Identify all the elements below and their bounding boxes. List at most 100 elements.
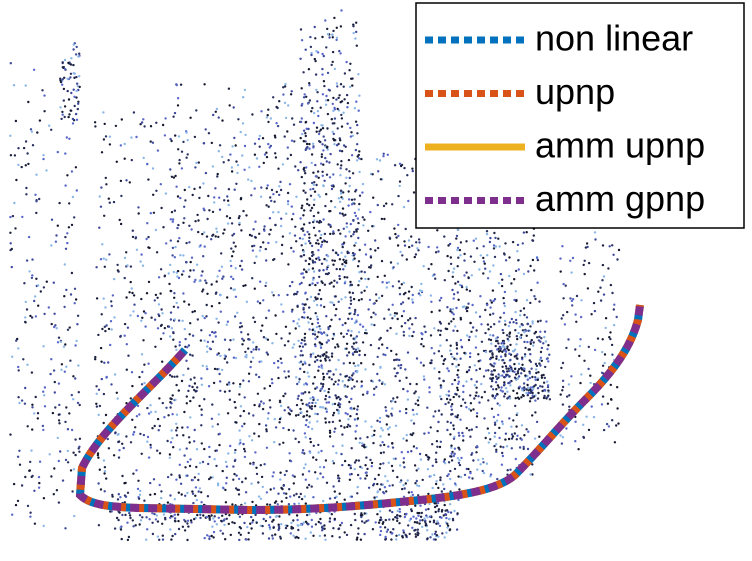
point — [196, 213, 199, 217]
point — [487, 441, 490, 444]
point — [427, 458, 430, 461]
point — [394, 358, 398, 361]
point — [320, 342, 324, 346]
point — [517, 331, 520, 335]
point — [304, 132, 307, 135]
point — [477, 353, 480, 356]
point — [335, 281, 339, 284]
point — [452, 329, 455, 332]
point — [417, 514, 420, 517]
point — [250, 234, 253, 237]
point — [433, 352, 436, 355]
point — [189, 322, 192, 325]
point — [136, 404, 140, 408]
point — [25, 186, 28, 190]
point — [286, 524, 289, 528]
point — [407, 239, 411, 242]
point — [73, 302, 76, 305]
point — [30, 371, 34, 374]
point — [239, 533, 242, 536]
point — [376, 419, 379, 422]
point — [30, 276, 34, 280]
point — [316, 358, 319, 362]
point — [212, 113, 215, 117]
point — [230, 275, 233, 278]
point — [24, 321, 27, 324]
point — [321, 174, 324, 177]
point — [396, 371, 399, 375]
point — [351, 134, 354, 137]
point — [185, 447, 188, 450]
point — [497, 386, 500, 389]
point — [475, 380, 478, 383]
point — [234, 295, 238, 298]
point — [459, 357, 462, 360]
point — [187, 344, 191, 347]
point — [408, 327, 411, 330]
point — [478, 401, 481, 404]
point — [138, 413, 141, 416]
point — [450, 413, 453, 416]
point — [352, 233, 355, 236]
point — [363, 512, 366, 515]
point — [284, 325, 288, 328]
point — [333, 430, 336, 433]
point — [31, 144, 35, 147]
point — [540, 359, 543, 362]
point — [378, 159, 382, 162]
point — [457, 256, 460, 259]
point — [68, 202, 71, 205]
point — [144, 312, 147, 315]
point — [360, 380, 363, 383]
point — [340, 164, 343, 167]
point — [335, 501, 339, 504]
point — [531, 320, 534, 323]
point — [587, 428, 591, 432]
point — [535, 256, 539, 260]
point — [504, 354, 507, 358]
point — [517, 387, 521, 390]
point — [457, 376, 460, 379]
point — [547, 389, 550, 392]
point — [493, 255, 497, 259]
point — [264, 519, 268, 523]
point — [387, 308, 390, 311]
point — [125, 368, 128, 371]
point — [27, 235, 31, 239]
point — [299, 407, 302, 411]
point — [487, 328, 490, 331]
point — [96, 452, 100, 455]
point — [353, 467, 356, 471]
point — [152, 193, 155, 196]
point — [521, 387, 524, 390]
point — [438, 299, 441, 302]
point — [395, 534, 398, 537]
point — [147, 280, 151, 284]
point — [315, 315, 319, 318]
point — [411, 298, 414, 301]
point — [266, 503, 269, 506]
point — [315, 220, 319, 223]
point — [312, 276, 315, 280]
point — [324, 272, 328, 276]
point — [376, 355, 379, 359]
point — [238, 326, 242, 329]
point — [457, 475, 460, 478]
point — [67, 98, 71, 101]
point — [565, 427, 568, 430]
point — [415, 412, 419, 416]
point — [299, 367, 302, 370]
point — [215, 230, 219, 234]
point — [358, 170, 361, 174]
point — [64, 343, 67, 346]
point — [559, 434, 562, 437]
point — [434, 538, 437, 541]
point — [292, 293, 296, 296]
point — [315, 50, 318, 53]
point — [569, 297, 572, 300]
point — [426, 529, 429, 532]
point — [116, 397, 119, 400]
point — [358, 248, 361, 252]
point — [318, 289, 321, 292]
point — [332, 411, 336, 415]
